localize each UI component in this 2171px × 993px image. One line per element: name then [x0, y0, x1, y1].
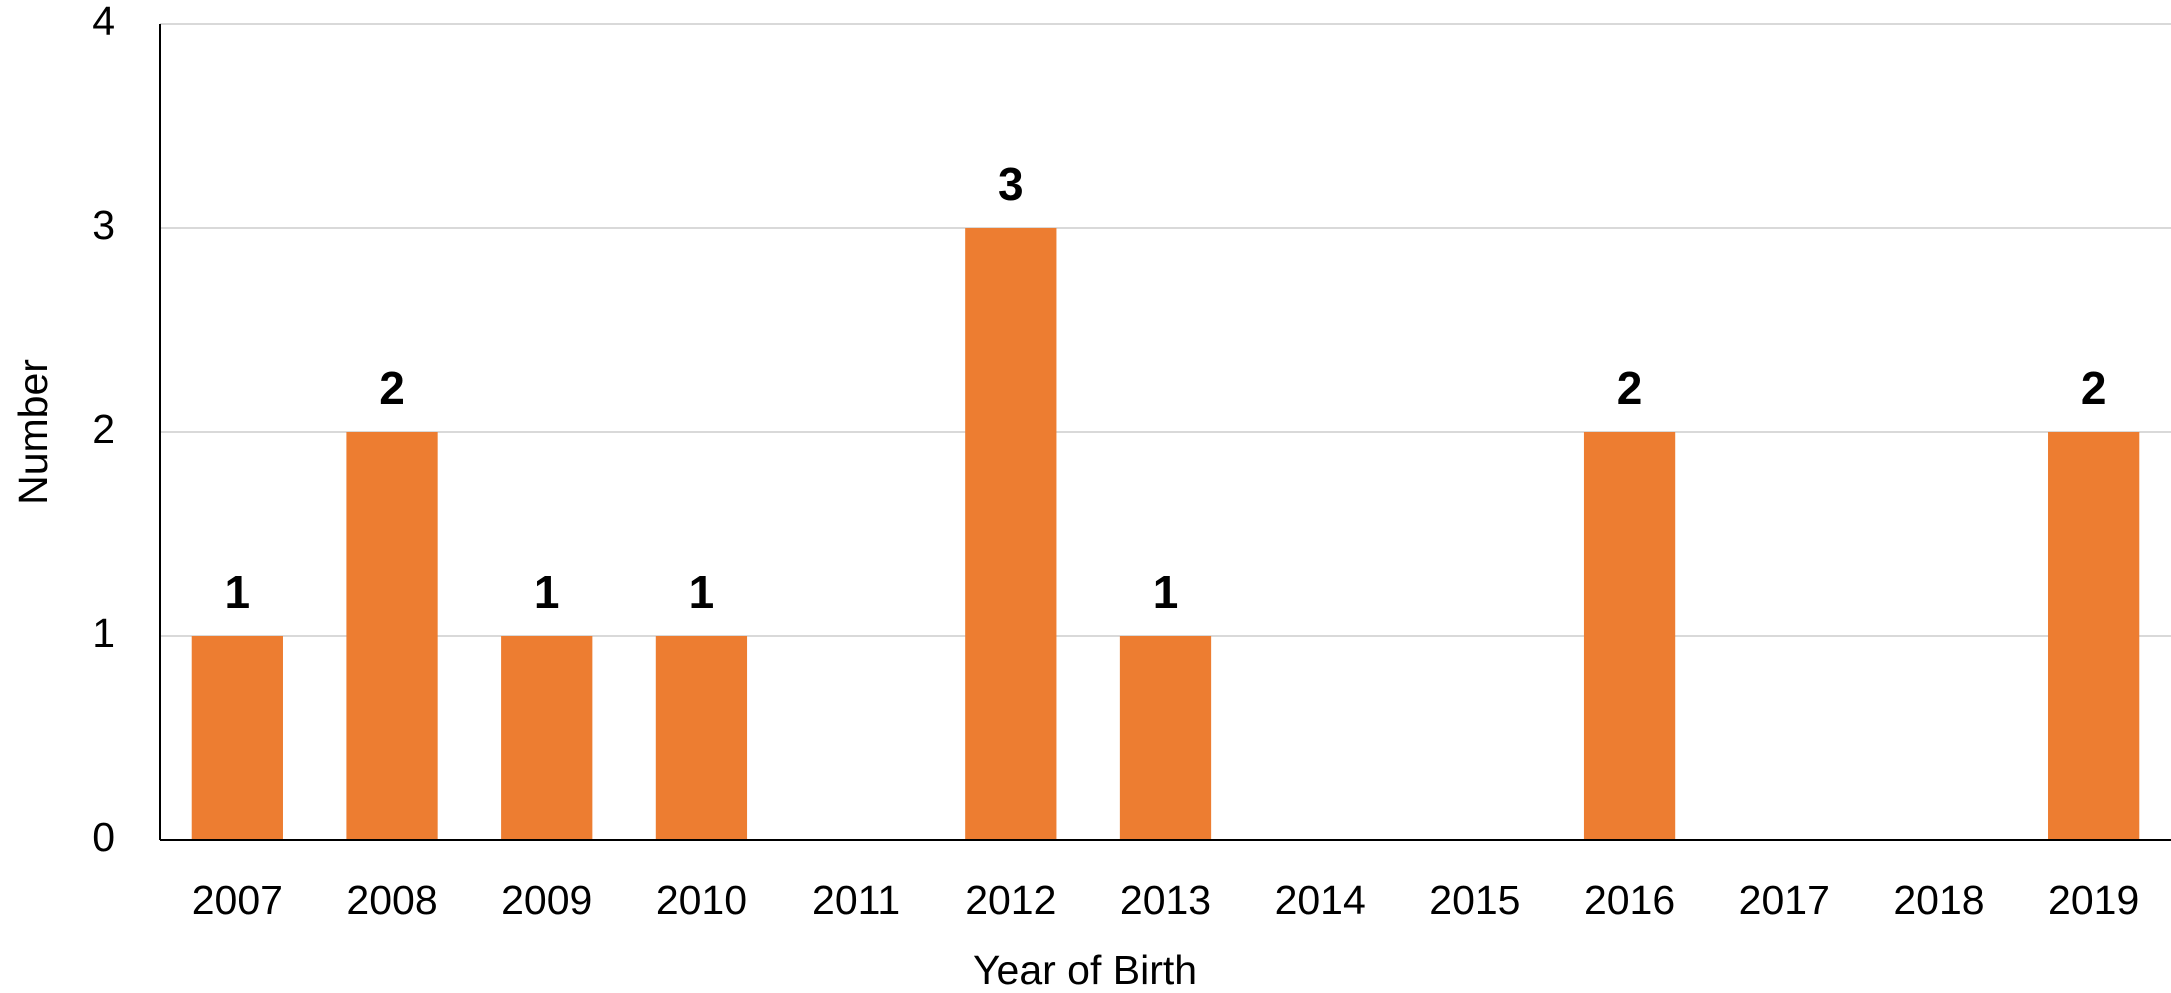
- data-label: 2: [2081, 362, 2107, 414]
- x-tick-label: 2019: [2048, 877, 2139, 923]
- x-tick-label: 2010: [656, 877, 747, 923]
- bar: [191, 636, 283, 840]
- x-tick-label: 2011: [812, 877, 900, 923]
- x-tick-label: 2007: [192, 877, 283, 923]
- x-tick-label: 2013: [1120, 877, 1211, 923]
- bar: [655, 636, 748, 840]
- x-tick-label: 2008: [346, 877, 437, 923]
- bar: [1583, 432, 1676, 840]
- x-tick-label: 2012: [965, 877, 1056, 923]
- x-tick-label: 2015: [1429, 877, 1520, 923]
- bar: [965, 228, 1057, 840]
- data-label: 2: [1617, 362, 1643, 414]
- x-tick-label: 2018: [1893, 877, 1984, 923]
- data-label: 3: [998, 158, 1024, 210]
- y-axis-title: Number: [10, 359, 56, 505]
- bar: [2048, 432, 2140, 840]
- x-axis-title: Year of Birth: [973, 947, 1197, 993]
- x-tick-label: 2014: [1275, 877, 1366, 923]
- data-label: 1: [689, 566, 715, 618]
- x-tick-label: 2009: [501, 877, 592, 923]
- data-label: 1: [225, 566, 251, 618]
- y-tick-label: 3: [92, 202, 115, 248]
- bar: [1119, 636, 1212, 840]
- x-tick-label: 2016: [1584, 877, 1675, 923]
- bar: [501, 636, 593, 840]
- y-tick-label: 2: [92, 406, 115, 452]
- x-tick-label: 2017: [1739, 877, 1830, 923]
- y-tick-label: 4: [92, 0, 115, 44]
- bar: [346, 432, 438, 840]
- data-label: 2: [379, 362, 405, 414]
- y-tick-label: 1: [92, 610, 115, 656]
- y-tick-label: 0: [92, 814, 115, 860]
- data-label: 1: [1153, 566, 1179, 618]
- data-label: 1: [534, 566, 560, 618]
